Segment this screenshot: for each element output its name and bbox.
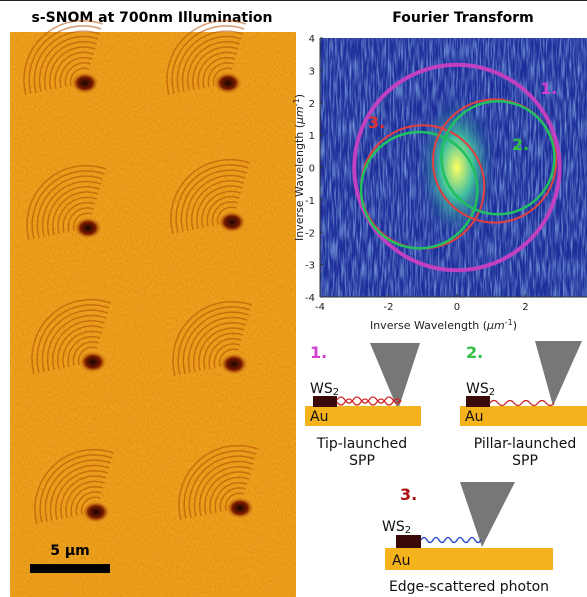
y-tick-label: -4 — [305, 293, 315, 304]
y-tick-label: 3 — [309, 66, 315, 77]
material-part: WS — [310, 381, 333, 397]
axis-label-part: μm — [293, 106, 306, 125]
material-part: 2 — [489, 387, 495, 398]
snom-image — [10, 21, 296, 597]
particle — [71, 72, 99, 94]
substrate-label: Au — [392, 553, 410, 569]
particle — [214, 72, 242, 94]
particle — [226, 497, 254, 519]
axis-label-part: μm — [486, 319, 505, 332]
flake — [466, 396, 490, 407]
x-tick-label: -4 — [315, 302, 325, 313]
material-label: WS2 — [310, 381, 339, 398]
caption: SPP — [512, 453, 538, 469]
axis-label-part: -1 — [292, 98, 301, 106]
tip — [535, 341, 582, 406]
particle — [79, 351, 107, 373]
y-tick-label: 0 — [309, 164, 315, 175]
material-part: 2 — [333, 387, 339, 398]
material-part: WS — [466, 381, 489, 397]
diagram-number: 2. — [466, 343, 483, 362]
y-tick-label: -3 — [305, 261, 315, 272]
axis-label-part: Inverse Wavelength ( — [370, 319, 487, 332]
top-rule — [0, 0, 587, 1]
particle — [218, 211, 246, 233]
material-part: 2 — [405, 525, 411, 536]
panel-title: Fourier Transform — [392, 10, 533, 26]
caption: Pillar-launched — [474, 436, 577, 452]
particle — [220, 353, 248, 375]
material-part: WS — [382, 519, 405, 535]
material-label: WS2 — [382, 519, 411, 536]
annotation: 3. — [368, 113, 385, 132]
panel-title: s-SNOM at 700nm Illumination — [32, 10, 273, 26]
substrate-label: Au — [465, 409, 483, 425]
axis-label-part: ) — [513, 319, 517, 332]
y-tick-label: 2 — [309, 99, 315, 110]
caption: Edge-scattered photon — [389, 579, 549, 595]
y-tick-label: 1 — [309, 131, 315, 142]
y-tick-label: 4 — [309, 34, 315, 45]
diagram-number: 1. — [310, 343, 327, 362]
axis-label-part: Inverse Wavelength ( — [293, 124, 306, 241]
particle — [82, 501, 110, 523]
material-label: WS2 — [466, 381, 495, 398]
axis-label: Inverse Wavelength (μm-1) — [370, 318, 517, 333]
caption: Tip-launched — [316, 436, 407, 452]
wave — [490, 401, 554, 406]
diagrams: 1.WS2AuTip-launchedSPP2.WS2AuPillar-laun… — [305, 341, 587, 595]
annotation: 1. — [540, 79, 557, 98]
x-tick-label: -2 — [383, 302, 393, 313]
axis-label: Inverse Wavelength (μm-1) — [292, 94, 307, 241]
flake — [396, 535, 421, 548]
caption: SPP — [349, 453, 375, 469]
scale-bar-label: 5 μm — [50, 543, 90, 559]
tip — [460, 482, 515, 547]
particle — [74, 217, 102, 239]
photon — [421, 538, 481, 543]
y-tick-label: -1 — [305, 196, 315, 207]
center-peak — [416, 92, 498, 243]
y-tick-label: -2 — [305, 228, 315, 239]
figure: s-SNOM at 700nm Illumination 5 μm Fourie… — [0, 0, 587, 597]
substrate-label: Au — [310, 409, 328, 425]
annotation: 2. — [512, 135, 529, 154]
diagram-number: 3. — [400, 485, 417, 504]
scale-bar — [30, 564, 110, 573]
axis-label-part: -1 — [505, 318, 513, 327]
x-tick-label: 0 — [454, 302, 460, 313]
axis-label-part: ) — [293, 94, 306, 98]
x-tick-label: 2 — [522, 302, 528, 313]
